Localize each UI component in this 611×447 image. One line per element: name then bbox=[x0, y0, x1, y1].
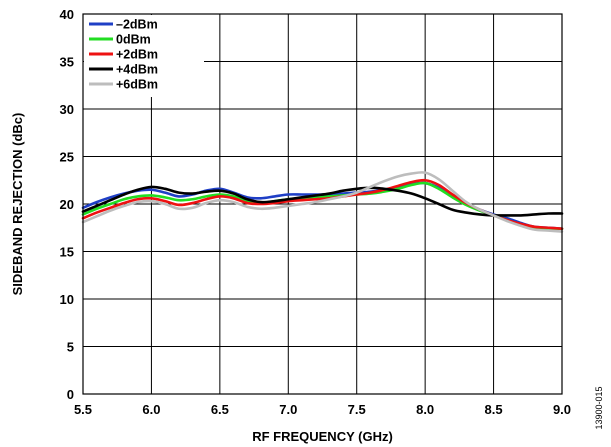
plot-frame bbox=[82, 13, 563, 395]
y-axis-ticks: 0 5 10 15 20 25 30 35 40 bbox=[60, 7, 74, 402]
legend-entry-label: +6dBm bbox=[116, 78, 158, 92]
x-tick-label: 8.0 bbox=[416, 402, 434, 417]
x-tick-label: 7.5 bbox=[348, 402, 366, 417]
legend-entry-label: +4dBm bbox=[116, 63, 158, 77]
legend-entry-label: –2dBm bbox=[116, 18, 158, 32]
figure-id: 13900-015 bbox=[594, 386, 604, 429]
x-tick-label: 8.5 bbox=[485, 402, 503, 417]
y-tick-label: 30 bbox=[60, 102, 74, 117]
series-lines bbox=[81, 171, 564, 233]
y-tick-label: 40 bbox=[60, 7, 74, 22]
series-line-4 bbox=[81, 171, 564, 233]
legend-entry-label: +2dBm bbox=[116, 48, 158, 62]
x-tick-label: 6.5 bbox=[211, 402, 229, 417]
series-line-3 bbox=[81, 185, 564, 217]
legend-entry-label: 0dBm bbox=[116, 33, 151, 47]
y-tick-label: 0 bbox=[67, 387, 74, 402]
x-tick-label: 6.0 bbox=[142, 402, 160, 417]
x-axis-title: RF FREQUENCY (GHz) bbox=[252, 429, 393, 444]
x-tick-label: 7.0 bbox=[279, 402, 297, 417]
series-line-0 bbox=[81, 181, 564, 230]
x-tick-label: 5.5 bbox=[74, 402, 92, 417]
y-tick-label: 5 bbox=[67, 340, 74, 355]
y-tick-label: 10 bbox=[60, 292, 74, 307]
y-axis-title: SIDEBAND REJECTION (dBc) bbox=[10, 113, 25, 296]
y-tick-label: 35 bbox=[60, 55, 74, 70]
y-tick-label: 25 bbox=[60, 150, 74, 165]
x-tick-label: 9.0 bbox=[553, 402, 571, 417]
x-axis-ticks: 5.5 6.0 6.5 7.0 7.5 8.0 8.5 9.0 bbox=[74, 402, 571, 417]
y-tick-label: 20 bbox=[60, 197, 74, 212]
y-tick-label: 15 bbox=[60, 245, 74, 260]
